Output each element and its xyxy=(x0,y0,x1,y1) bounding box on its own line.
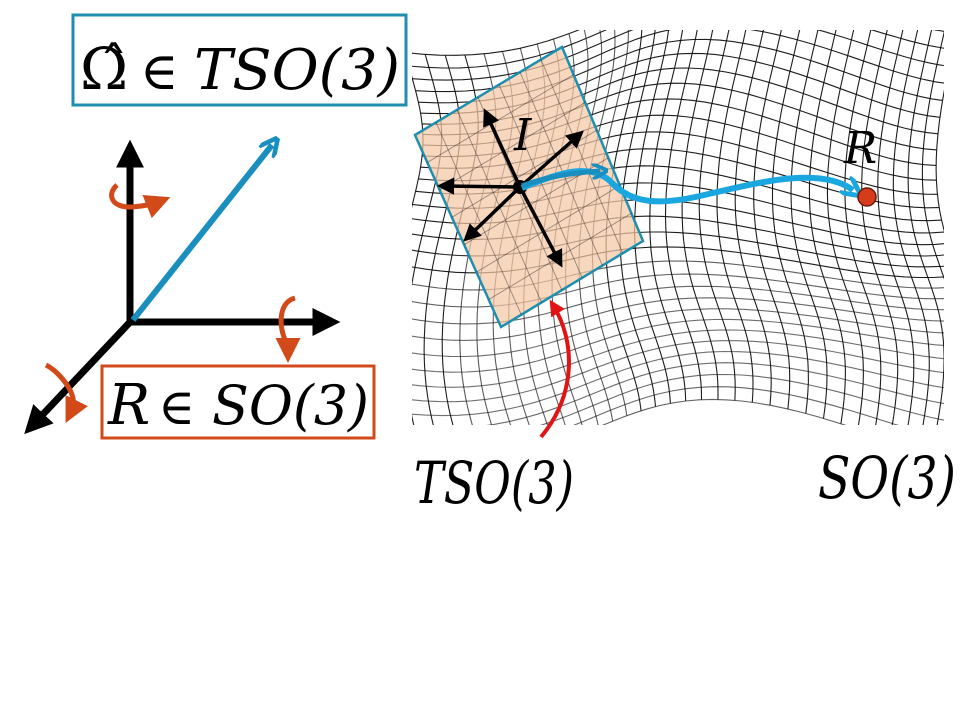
point-R-marker xyxy=(857,187,877,207)
omega-vector-arrow xyxy=(130,145,272,322)
rotation-relation: ∈ xyxy=(158,378,195,436)
tangent-vector-5 xyxy=(518,186,563,268)
tangent-plane-gridline xyxy=(540,59,624,254)
tangent-direction-arrow xyxy=(521,171,600,189)
grid-line-parallel xyxy=(412,30,944,56)
grid-line-parallel xyxy=(412,329,944,388)
tangent-vector-4 xyxy=(463,185,522,242)
rotation-arrow-x-icon xyxy=(275,295,301,363)
omega-space: TSO(3) xyxy=(194,38,400,103)
tangent-plane-gridline xyxy=(476,185,621,273)
group-label: SO(3) xyxy=(818,444,956,512)
tangent-plane-gridline xyxy=(427,74,574,163)
rotation-arrow-z-icon xyxy=(109,183,171,219)
grid-line-parallel xyxy=(486,362,944,425)
grid-line-parallel xyxy=(539,373,944,425)
rotation-space: SO(3) xyxy=(212,374,369,437)
tangent-plane-gridline xyxy=(439,101,586,191)
point-R-label: R xyxy=(843,123,877,174)
tangent-plane-gridline xyxy=(435,122,522,315)
omega-box-frame xyxy=(71,13,408,107)
rotation-arrows xyxy=(44,183,301,423)
y-axis xyxy=(24,317,135,435)
grid-line-parallel xyxy=(412,297,944,341)
point-R: R xyxy=(843,123,877,207)
grid-line-parallel xyxy=(412,340,944,403)
grid-line-parallel xyxy=(412,318,944,373)
rotation-box-frame xyxy=(100,364,376,440)
tangent-space-pointer xyxy=(539,299,571,439)
rotation-arrow-y-icon xyxy=(44,362,88,423)
grid-line-parallel xyxy=(412,30,944,69)
grid-line-parallel xyxy=(412,285,944,325)
tangent-space-label: TSO(3) xyxy=(414,449,574,517)
omega-symbol: Ω̂ xyxy=(80,35,128,103)
grid-line-parallel xyxy=(412,308,944,358)
rotation-symbol: R xyxy=(107,373,150,438)
tangent-vectors xyxy=(436,108,584,268)
tangent-plane-gridline xyxy=(519,71,603,266)
grid-line-meridian xyxy=(412,75,424,209)
grid-line-parallel xyxy=(573,386,899,425)
tangent-vector-3 xyxy=(436,177,521,195)
coordinate-axes xyxy=(24,145,341,435)
identity-label: I xyxy=(513,110,533,161)
omega-label-box: Ω̂ ∈ TSO(3) xyxy=(71,13,408,107)
grid-line-parallel xyxy=(412,273,944,308)
grid-line-parallel xyxy=(601,398,847,425)
tangent-vector-1 xyxy=(483,108,522,188)
rotation-label-box: R ∈ SO(3) xyxy=(100,364,376,440)
grid-line-parallel xyxy=(412,350,944,417)
omega-relation: ∈ xyxy=(140,42,179,102)
tangent-vector-2 xyxy=(518,130,584,189)
